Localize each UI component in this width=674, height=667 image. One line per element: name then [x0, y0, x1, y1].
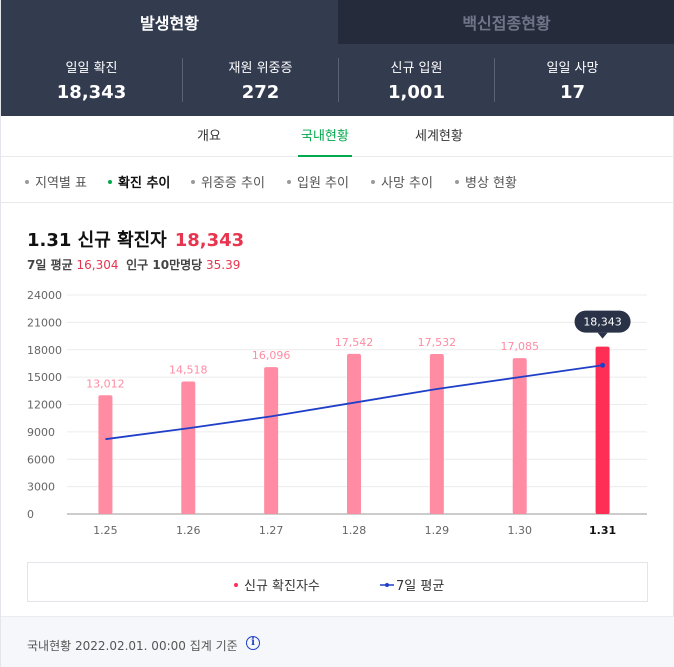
legend-line-marker — [380, 582, 394, 587]
x-tick-label: 1.25 — [93, 524, 118, 537]
chip-confirmed-trend[interactable]: 확진 추이 — [108, 172, 170, 191]
tab-outbreak-status[interactable]: 발생현황 — [1, 0, 338, 44]
chart-subtitle: 7일 평균 16,304 인구 10만명당 35.39 — [27, 256, 240, 273]
stats-summary: 일일 확진 18,343 재원 위중증 272 신규 입원 1,001 일일 사… — [1, 44, 674, 116]
stat-label: 신규 입원 — [390, 61, 443, 76]
tab-vaccination-status[interactable]: 백신접종현황 — [338, 0, 674, 44]
x-tick-label: 1.31 — [589, 524, 616, 537]
stat-value: 272 — [241, 82, 280, 103]
y-tick-label: 18000 — [27, 344, 62, 357]
stat-value: 18,343 — [56, 82, 127, 103]
y-tick-label: 24000 — [27, 289, 62, 302]
avg-line — [105, 364, 603, 441]
chip-admission-trend[interactable]: 입원 추이 — [287, 172, 349, 191]
stat-value: 1,001 — [388, 82, 445, 103]
confirmed-cases-chart: 0 3000 6000 9000 12000 15000 18000 21000 24000 13… — [27, 289, 647, 537]
stat-label: 일일 확진 — [65, 61, 118, 76]
y-tick-label: 0 — [27, 508, 34, 521]
x-tick-label: 1.29 — [425, 524, 450, 537]
bar — [264, 367, 279, 514]
bar-value-label: 17,542 — [335, 336, 374, 349]
chart-legend: 신규 확진자수 7일 평균 — [27, 562, 648, 602]
bar-value-label: 17,532 — [418, 336, 457, 349]
chart-title: 1.31 신규 확진자 18,343 — [27, 226, 244, 252]
stat-daily-confirmed: 일일 확진 18,343 — [1, 57, 182, 103]
tab-overview[interactable]: 개요 — [197, 129, 221, 144]
footer-text: 국내현황 2022.02.01. 00:00 집계 기준 — [27, 639, 238, 653]
bar — [595, 346, 610, 514]
chip-death-trend[interactable]: 사망 추이 — [371, 172, 433, 191]
y-tick-label: 21000 — [27, 316, 62, 329]
tab-world[interactable]: 세계현황 — [415, 129, 463, 144]
bar — [181, 381, 196, 514]
bar — [98, 395, 113, 514]
x-tick-label: 1.26 — [176, 524, 201, 537]
tooltip-pointer — [597, 332, 608, 339]
legend-item-bars: 신규 확진자수 — [234, 575, 320, 594]
avg-point — [600, 362, 606, 368]
stat-label: 일일 사망 — [546, 61, 599, 76]
bar — [429, 354, 444, 514]
per-capita-label: 인구 10만명당 — [126, 258, 203, 272]
chart-title-text: 1.31 신규 확진자 — [27, 230, 167, 251]
y-tick-label: 3000 — [27, 481, 55, 494]
x-tick-label: 1.27 — [259, 524, 284, 537]
chart-title-value: 18,343 — [174, 230, 245, 251]
sub-tab-bar: 개요 국내현황 세계현황 — [1, 116, 674, 157]
divider — [494, 58, 495, 102]
y-tick-label: 6000 — [27, 453, 55, 466]
avg-value: 16,304 — [76, 258, 119, 272]
tooltip-value: 18,343 — [583, 316, 622, 329]
chip-region-table[interactable]: 지역별 표 — [25, 172, 87, 191]
legend-bar-marker — [234, 582, 238, 587]
bar — [347, 353, 361, 514]
bar — [512, 358, 527, 514]
legend-item-line: 7일 평균 — [380, 575, 444, 594]
stat-new-admissions: 신규 입원 1,001 — [339, 57, 494, 103]
divider — [182, 58, 183, 102]
bar-value-label: 17,085 — [500, 340, 539, 353]
x-tick-label: 1.30 — [507, 524, 532, 537]
footer: 국내현황 2022.02.01. 00:00 집계 기준 i — [1, 616, 674, 667]
stat-daily-deaths: 일일 사망 17 — [495, 57, 650, 103]
tab-domestic[interactable]: 국내현황 — [298, 116, 352, 157]
bar-value-label: 13,012 — [86, 377, 125, 390]
stat-critical-hospitalized: 재원 위중증 272 — [183, 57, 338, 103]
bar-value-label: 16,096 — [252, 349, 291, 362]
legend-bar-label: 신규 확진자수 — [244, 579, 320, 594]
bar-value-label: 14,518 — [169, 364, 208, 377]
y-tick-label: 9000 — [27, 426, 55, 439]
stat-value: 17 — [559, 82, 586, 103]
stat-label: 재원 위중증 — [228, 61, 293, 76]
divider — [338, 58, 339, 102]
per-capita-value: 35.39 — [206, 258, 241, 272]
info-icon[interactable]: i — [246, 636, 260, 650]
legend-line-label: 7일 평균 — [396, 579, 445, 594]
y-tick-label: 12000 — [27, 399, 62, 412]
chip-critical-trend[interactable]: 위중증 추이 — [191, 172, 265, 191]
y-tick-label: 15000 — [27, 371, 62, 384]
chart-category-chips: 지역별 표 확진 추이 위중증 추이 입원 추이 사망 추이 병상 현황 — [1, 157, 674, 203]
avg-label: 7일 평균 — [27, 258, 73, 272]
tooltip-bubble — [574, 310, 631, 333]
x-tick-label: 1.28 — [342, 524, 367, 537]
top-tab-bar: 발생현황 백신접종현황 — [1, 0, 674, 44]
chip-bed-status[interactable]: 병상 현황 — [455, 172, 517, 191]
